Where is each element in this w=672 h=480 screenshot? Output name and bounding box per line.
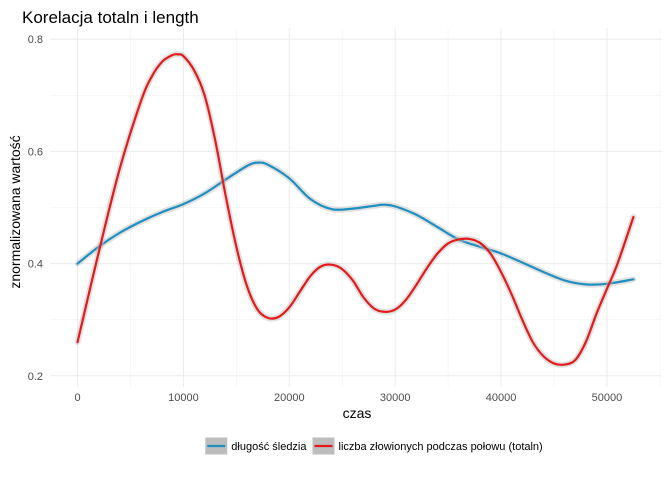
- y-tick-label: 0.6: [28, 146, 43, 158]
- x-axis-ticks: 0 10000 20000 30000 40000 50000: [74, 392, 622, 404]
- y-tick-label: 0.4: [28, 259, 43, 271]
- series-confidence-band-1: [74, 159, 637, 288]
- x-tick-label: 40000: [486, 392, 517, 404]
- series-layer: [74, 51, 637, 368]
- x-axis-title: czas: [343, 405, 372, 421]
- legend-label: liczba złowionych podczas połowu (totaln…: [339, 441, 543, 453]
- series-line-2: [76, 53, 635, 366]
- y-tick-label: 0.8: [28, 34, 43, 46]
- grid-minor: [50, 28, 662, 387]
- legend: długość śledzia liczba złowionych podczas…: [205, 437, 543, 455]
- x-tick-label: 10000: [168, 392, 199, 404]
- y-axis-title: znormalizowana wartość: [7, 135, 23, 288]
- y-axis-ticks: 0.2 0.4 0.6 0.8: [28, 34, 43, 383]
- x-tick-label: 50000: [592, 392, 623, 404]
- x-tick-label: 20000: [274, 392, 305, 404]
- legend-label: długość śledzia: [231, 441, 307, 453]
- series-line-1: [76, 161, 635, 286]
- chart-title: Korelacja totaln i length: [22, 8, 199, 27]
- y-tick-label: 0.2: [28, 371, 43, 383]
- x-tick-label: 0: [74, 392, 80, 404]
- x-tick-label: 30000: [380, 392, 411, 404]
